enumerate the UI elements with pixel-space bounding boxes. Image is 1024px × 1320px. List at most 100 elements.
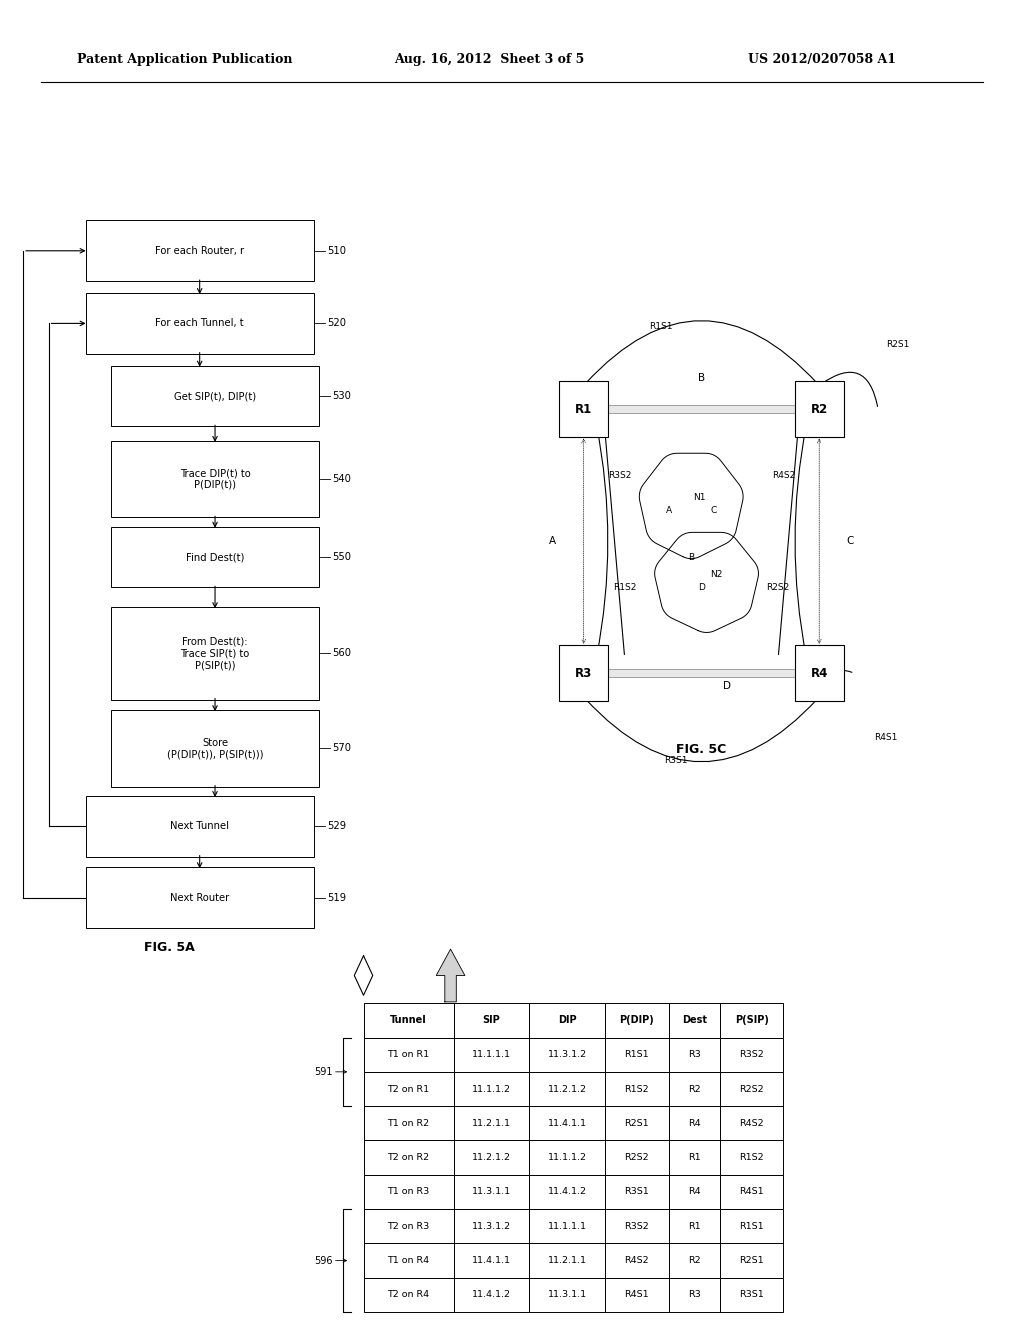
Text: Dest: Dest (682, 1015, 707, 1026)
FancyBboxPatch shape (720, 1106, 783, 1140)
Text: 530: 530 (332, 391, 351, 401)
Text: 11.3.1.2: 11.3.1.2 (548, 1051, 587, 1059)
FancyBboxPatch shape (605, 1038, 669, 1072)
FancyBboxPatch shape (529, 1209, 605, 1243)
FancyBboxPatch shape (111, 366, 319, 426)
Text: T2 on R4: T2 on R4 (387, 1291, 430, 1299)
FancyBboxPatch shape (669, 1140, 720, 1175)
Text: Next Router: Next Router (170, 892, 229, 903)
FancyBboxPatch shape (364, 1175, 454, 1209)
FancyBboxPatch shape (669, 1003, 720, 1038)
Text: Store
(P(DIP(t)), P(SIP(t))): Store (P(DIP(t)), P(SIP(t))) (167, 738, 263, 759)
FancyBboxPatch shape (364, 1209, 454, 1243)
FancyBboxPatch shape (605, 1175, 669, 1209)
FancyBboxPatch shape (529, 1278, 605, 1312)
Text: Tunnel: Tunnel (390, 1015, 427, 1026)
FancyBboxPatch shape (720, 1072, 783, 1106)
FancyBboxPatch shape (364, 1072, 454, 1106)
Text: R3S1: R3S1 (625, 1188, 649, 1196)
FancyBboxPatch shape (720, 1243, 783, 1278)
Text: 11.2.1.1: 11.2.1.1 (472, 1119, 511, 1127)
Text: 11.1.1.2: 11.1.1.2 (472, 1085, 511, 1093)
Text: C: C (711, 507, 717, 515)
FancyBboxPatch shape (607, 669, 796, 677)
FancyBboxPatch shape (111, 607, 319, 700)
Text: Get SIP(t), DIP(t): Get SIP(t), DIP(t) (174, 391, 256, 401)
FancyBboxPatch shape (364, 1278, 454, 1312)
FancyBboxPatch shape (529, 1175, 605, 1209)
Text: 596: 596 (314, 1255, 333, 1266)
FancyBboxPatch shape (529, 1072, 605, 1106)
FancyBboxPatch shape (669, 1209, 720, 1243)
Text: D: D (723, 681, 731, 692)
Text: R4S1: R4S1 (874, 734, 898, 742)
FancyBboxPatch shape (364, 1003, 454, 1038)
FancyBboxPatch shape (454, 1038, 529, 1072)
FancyBboxPatch shape (669, 1072, 720, 1106)
FancyBboxPatch shape (795, 381, 844, 437)
Text: T2 on R2: T2 on R2 (387, 1154, 430, 1162)
FancyBboxPatch shape (529, 1106, 605, 1140)
Text: R1S1: R1S1 (625, 1051, 649, 1059)
Text: R3: R3 (688, 1051, 700, 1059)
Text: R4S2: R4S2 (739, 1119, 764, 1127)
FancyBboxPatch shape (607, 405, 796, 413)
Text: R1S1: R1S1 (739, 1222, 764, 1230)
Text: From Dest(t):
Trace SIP(t) to
P(SIP(t)): From Dest(t): Trace SIP(t) to P(SIP(t)) (180, 636, 250, 671)
FancyBboxPatch shape (720, 1278, 783, 1312)
FancyBboxPatch shape (605, 1243, 669, 1278)
FancyBboxPatch shape (86, 220, 313, 281)
Text: 510: 510 (328, 246, 346, 256)
Text: R4S1: R4S1 (625, 1291, 649, 1299)
Text: A: A (666, 507, 672, 515)
FancyBboxPatch shape (111, 710, 319, 787)
Text: R3S1: R3S1 (739, 1291, 764, 1299)
Text: 11.3.1.2: 11.3.1.2 (472, 1222, 511, 1230)
FancyBboxPatch shape (669, 1243, 720, 1278)
Polygon shape (654, 532, 759, 632)
Text: 529: 529 (328, 821, 346, 832)
Text: R2: R2 (688, 1085, 700, 1093)
Text: 560: 560 (332, 648, 351, 659)
FancyBboxPatch shape (454, 1140, 529, 1175)
Text: R3S2: R3S2 (739, 1051, 764, 1059)
FancyBboxPatch shape (111, 441, 319, 517)
Text: R2S1: R2S1 (739, 1257, 764, 1265)
FancyBboxPatch shape (454, 1106, 529, 1140)
Text: 11.1.1.1: 11.1.1.1 (472, 1051, 511, 1059)
Text: R4S1: R4S1 (739, 1188, 764, 1196)
FancyBboxPatch shape (454, 1243, 529, 1278)
FancyBboxPatch shape (605, 1106, 669, 1140)
FancyBboxPatch shape (454, 1278, 529, 1312)
Text: 11.2.1.2: 11.2.1.2 (548, 1085, 587, 1093)
Text: R2S2: R2S2 (739, 1085, 764, 1093)
FancyBboxPatch shape (86, 796, 313, 857)
FancyBboxPatch shape (364, 1038, 454, 1072)
Text: Trace DIP(t) to
P(DIP(t)): Trace DIP(t) to P(DIP(t)) (179, 469, 251, 490)
Text: R3: R3 (575, 667, 592, 680)
Text: Next Tunnel: Next Tunnel (170, 821, 229, 832)
Text: DIP: DIP (558, 1015, 577, 1026)
FancyBboxPatch shape (86, 293, 313, 354)
Text: R4S2: R4S2 (772, 471, 795, 479)
FancyBboxPatch shape (529, 1243, 605, 1278)
Text: R1S2: R1S2 (625, 1085, 649, 1093)
Text: T1 on R4: T1 on R4 (387, 1257, 430, 1265)
Text: R1S1: R1S1 (649, 322, 672, 330)
Text: B: B (688, 553, 694, 561)
Text: For each Tunnel, t: For each Tunnel, t (156, 318, 244, 329)
FancyBboxPatch shape (529, 1003, 605, 1038)
FancyBboxPatch shape (529, 1140, 605, 1175)
FancyBboxPatch shape (454, 1175, 529, 1209)
Text: 11.3.1.1: 11.3.1.1 (472, 1188, 511, 1196)
Text: 11.4.1.1: 11.4.1.1 (548, 1119, 587, 1127)
Text: US 2012/0207058 A1: US 2012/0207058 A1 (748, 53, 896, 66)
Text: 591: 591 (314, 1067, 333, 1077)
FancyBboxPatch shape (720, 1140, 783, 1175)
Text: R4: R4 (811, 667, 827, 680)
FancyBboxPatch shape (669, 1106, 720, 1140)
Text: 550: 550 (332, 552, 351, 562)
FancyBboxPatch shape (454, 1209, 529, 1243)
Text: C: C (846, 536, 854, 546)
FancyBboxPatch shape (720, 1038, 783, 1072)
